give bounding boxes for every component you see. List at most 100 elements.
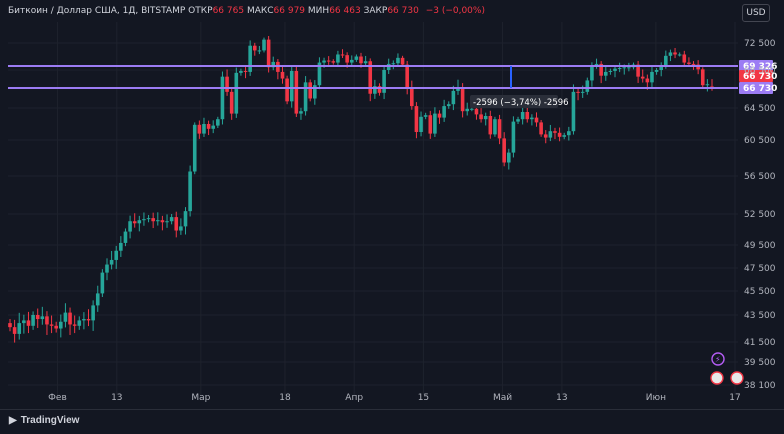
tradingview-logo-icon: ▶ xyxy=(9,415,17,426)
candle-body xyxy=(289,70,294,102)
candle-body xyxy=(654,70,659,72)
level-price-label: 66 730 xyxy=(743,84,777,94)
candle-body xyxy=(160,220,165,223)
candle-body xyxy=(359,56,363,64)
candle xyxy=(248,40,252,76)
candle-body xyxy=(659,65,663,70)
candle xyxy=(534,112,539,127)
candle xyxy=(54,321,58,333)
price-tick-label: 72 500 xyxy=(744,39,776,49)
candle xyxy=(571,84,576,135)
candle xyxy=(100,269,105,297)
candle-body xyxy=(326,60,331,62)
candle-body xyxy=(257,50,262,52)
candle xyxy=(446,101,451,109)
level-price-tag xyxy=(739,60,773,72)
candle xyxy=(340,49,345,58)
candle xyxy=(543,130,548,144)
candle-body xyxy=(132,221,137,224)
candle-body xyxy=(414,106,419,132)
measurement-tool: -2596 (−3,74%) -2596 xyxy=(470,66,569,108)
candle xyxy=(562,132,567,140)
candle xyxy=(252,42,257,56)
candle-body xyxy=(8,323,12,328)
candle xyxy=(331,59,336,65)
time-tick-label: Июн xyxy=(646,393,666,403)
candle-body xyxy=(580,91,585,93)
candle xyxy=(627,62,631,72)
candle-body xyxy=(336,54,340,63)
candle xyxy=(271,56,276,71)
candle-body xyxy=(313,85,317,99)
candle xyxy=(530,114,534,126)
price-axis: 72 500 68 500 64 500 60 500 56 500 52 500 49 5… xyxy=(744,39,776,391)
candle xyxy=(428,110,433,139)
time-tick-label: 13 xyxy=(556,393,567,403)
candle-body xyxy=(294,70,299,114)
candle-body xyxy=(165,221,169,223)
candle xyxy=(493,116,497,137)
currency-button[interactable]: USD xyxy=(742,4,770,22)
candle-body xyxy=(331,61,336,63)
candle xyxy=(548,124,553,142)
candle-body xyxy=(603,71,608,76)
candle-body xyxy=(280,71,285,79)
candle-body xyxy=(142,219,146,221)
candle-body xyxy=(677,54,682,56)
candle xyxy=(539,120,543,137)
change-value: −3 (−0,00%) xyxy=(425,6,485,16)
candle-body xyxy=(608,70,613,72)
candle-body xyxy=(197,124,202,134)
candle-body xyxy=(382,70,386,93)
measure-label: -2596 (−3,74%) -2596 xyxy=(473,98,569,108)
candle-body xyxy=(63,312,68,322)
candle-body xyxy=(49,324,54,326)
candle xyxy=(650,66,654,88)
candle-body xyxy=(682,54,687,63)
candle-body xyxy=(391,63,396,65)
price-tick-label: 41 500 xyxy=(744,338,776,348)
candle-body xyxy=(322,60,326,63)
candle xyxy=(262,37,266,53)
candle-body xyxy=(539,122,543,135)
time-axis: Фев 13 Мар 18 Апр 15 Май 13 Июн 17 xyxy=(48,393,741,403)
candle-body xyxy=(114,250,119,260)
candle-body xyxy=(45,316,49,325)
candle xyxy=(433,107,437,137)
candle-body xyxy=(77,320,82,326)
flag-icon xyxy=(710,371,724,385)
candle-body xyxy=(31,315,35,326)
candle-body xyxy=(340,54,345,56)
candle-body xyxy=(303,82,308,112)
candle xyxy=(317,57,322,90)
candle xyxy=(511,116,516,158)
candle-body xyxy=(483,116,488,120)
candle-body xyxy=(433,113,437,134)
candle xyxy=(40,306,45,325)
candle-body xyxy=(442,106,446,118)
candle-body xyxy=(206,124,211,129)
candle-body xyxy=(525,112,530,120)
candle xyxy=(382,66,386,100)
tradingview-logo[interactable]: ▶ TradingView xyxy=(9,415,79,426)
candle-body xyxy=(571,91,576,132)
symbol-title[interactable]: Биткоин / Доллар США, 1Д, BITSTAMP xyxy=(8,6,186,16)
close-label: ЗАКР xyxy=(363,6,388,16)
candle xyxy=(239,68,243,76)
candle xyxy=(705,79,710,92)
candle xyxy=(557,127,562,142)
candle-body xyxy=(594,63,599,66)
candle xyxy=(109,250,114,270)
candle-body xyxy=(91,305,95,321)
time-tick-label: Фев xyxy=(48,393,67,403)
candle xyxy=(146,215,151,223)
candle-body xyxy=(516,119,520,122)
candle xyxy=(396,53,400,67)
candle-body xyxy=(534,117,539,123)
candle xyxy=(437,110,442,124)
candle xyxy=(220,71,225,125)
candle-body xyxy=(506,152,511,163)
candle xyxy=(160,215,165,231)
candle-body xyxy=(239,70,243,73)
